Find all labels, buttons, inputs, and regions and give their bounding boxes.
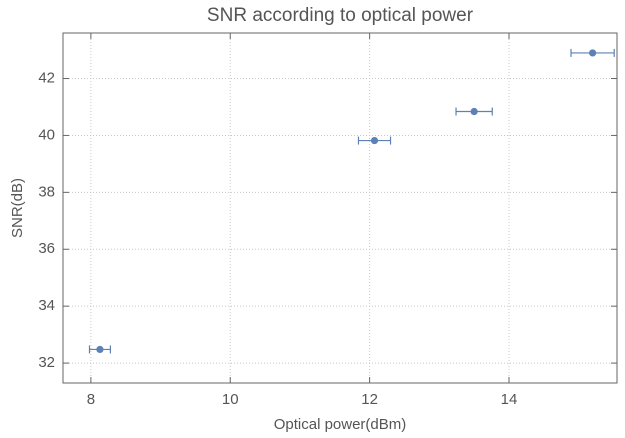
y-tick-label: 42 [38,69,55,86]
x-tick-label: 8 [87,391,95,408]
y-tick-label: 38 [38,183,55,200]
x-tick-label: 12 [361,391,378,408]
chart-title: SNR according to optical power [207,5,474,26]
point [370,136,379,145]
y-tick-label: 40 [38,126,55,143]
point [470,107,478,116]
plot-frame [62,32,618,384]
x-axis-label: Optical power(dBm) [274,416,407,433]
y-tick-label: 32 [38,354,55,371]
x-tick-label: 10 [222,391,239,408]
y-axis-label: SNR(dB) [9,178,26,238]
point [589,49,597,57]
point [96,345,104,354]
y-tick-label: 36 [38,240,55,257]
x-tick-label: 14 [501,391,518,408]
y-tick-label: 34 [38,297,55,314]
